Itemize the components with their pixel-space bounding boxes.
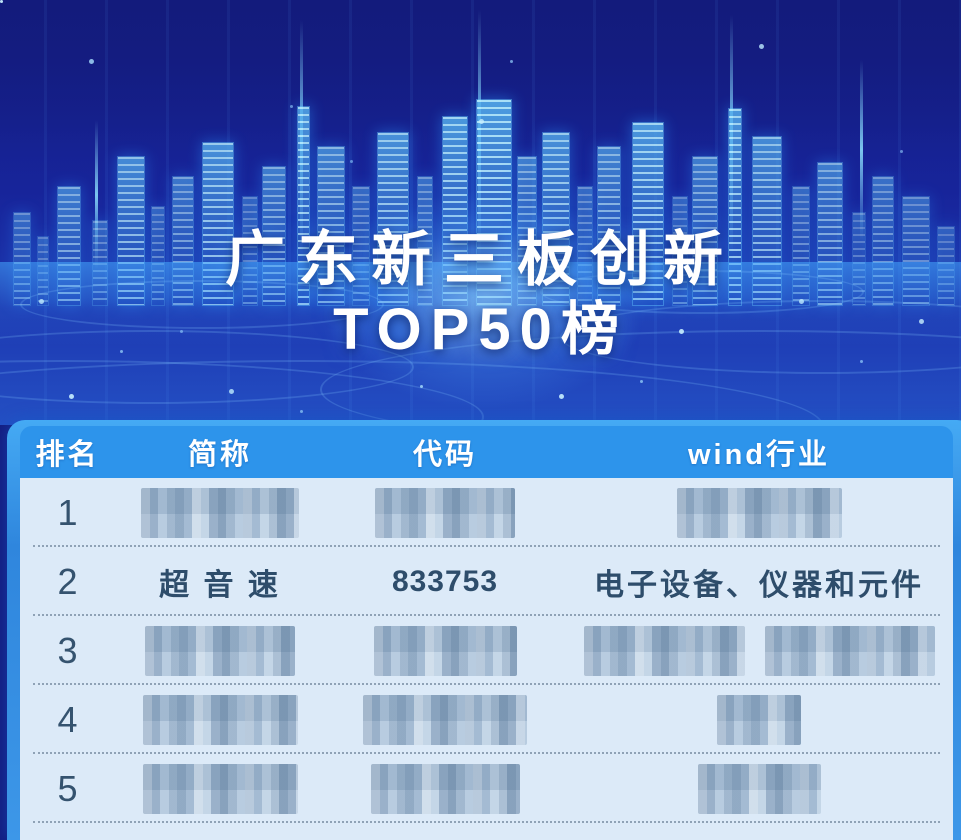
code-cell-redacted: [325, 625, 565, 676]
column-header-code: 代码: [412, 439, 477, 471]
name-cell-redacted: [115, 763, 325, 814]
redaction-mosaic: [145, 625, 295, 676]
redaction-mosaic: [370, 763, 520, 814]
table-row-rank-5: 5: [20, 754, 953, 823]
code-cell-redacted: [325, 763, 565, 814]
table-row-rank-4: 4: [20, 685, 953, 754]
light-beam: [860, 60, 863, 240]
redaction-mosaic: [676, 487, 842, 538]
title-line-2: TOP50榜: [333, 296, 628, 362]
column-header-name: 简称: [187, 439, 252, 471]
table-row-rank-1: 1: [20, 478, 953, 547]
redaction-mosaic: [697, 763, 821, 814]
industry-cell-redacted: [565, 694, 953, 745]
code-cell-redacted: [325, 487, 565, 538]
industry-cell-redacted: [565, 625, 953, 676]
rank-cell: 2: [57, 560, 78, 602]
title-line-1: 广东新三板创新: [225, 226, 736, 293]
particle-dots: [0, 0, 3, 3]
redaction-mosaic: [375, 487, 515, 538]
building-silhouette: [297, 106, 310, 306]
redaction-mosaic: [141, 487, 299, 538]
code-cell-redacted: [325, 694, 565, 745]
column-header-rank: 排名: [35, 439, 100, 471]
rank-cell: 4: [57, 698, 78, 740]
table-row-rank-2: 2 超 音 速 833753 电子设备、仪器和元件: [20, 547, 953, 616]
poster-title: 广东新三板创新 TOP50榜: [0, 225, 961, 364]
name-cell-redacted: [115, 487, 325, 538]
ripple-ellipse: [20, 280, 384, 329]
building-silhouette: [728, 108, 742, 306]
redaction-mosaic: [373, 625, 517, 676]
table-header-row: 排名 简称 代码 wind行业: [20, 426, 953, 478]
name-cell-redacted: [115, 694, 325, 745]
table-body: 1 2 超 音 速 833753 电子设备、仪器和元件 3 4 5: [20, 478, 953, 840]
ranking-table-card: 排名 简称 代码 wind行业 1 2 超 音 速 833753 电子设备、仪器和元件 3 4 5: [7, 420, 961, 840]
redaction-mosaic: [363, 694, 527, 745]
code-cell: 833753: [391, 564, 499, 598]
industry-cell: 电子设备、仪器和元件: [594, 568, 924, 602]
column-header-industry: wind行业: [687, 439, 831, 471]
industry-cell-redacted: [565, 487, 953, 538]
light-beam: [95, 120, 98, 270]
hero-background: 广东新三板创新 TOP50榜: [0, 0, 961, 425]
rank-cell: 5: [57, 767, 78, 809]
rank-cell: 1: [57, 491, 78, 533]
redaction-mosaic: [142, 763, 298, 814]
table: 排名 简称 代码 wind行业 1 2 超 音 速 833753 电子设备、仪器和元件 3 4 5: [20, 426, 953, 840]
table-row-rank-3: 3: [20, 616, 953, 685]
redaction-mosaic: [717, 694, 801, 745]
redaction-mosaic: [764, 625, 935, 676]
rank-cell: 3: [57, 629, 78, 671]
redaction-mosaic: [583, 625, 745, 676]
name-cell: 超 音 速: [159, 568, 281, 602]
redaction-mosaic: [142, 694, 298, 745]
ripple-ellipse: [540, 270, 864, 314]
name-cell-redacted: [115, 625, 325, 676]
industry-cell-redacted: [565, 763, 953, 814]
